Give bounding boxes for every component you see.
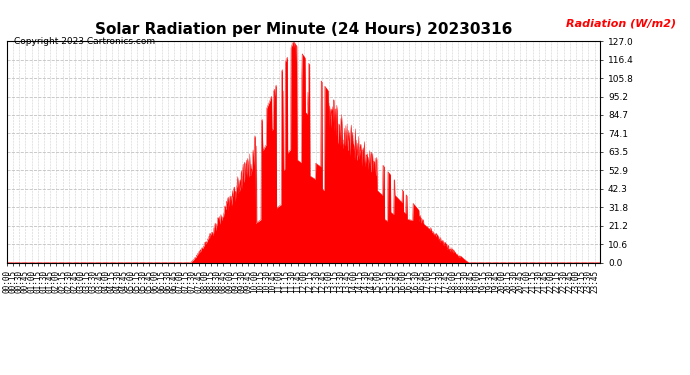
Text: Copyright 2023 Cartronics.com: Copyright 2023 Cartronics.com <box>14 38 155 46</box>
Title: Solar Radiation per Minute (24 Hours) 20230316: Solar Radiation per Minute (24 Hours) 20… <box>95 22 512 37</box>
Text: Radiation (W/m2): Radiation (W/m2) <box>566 19 676 29</box>
